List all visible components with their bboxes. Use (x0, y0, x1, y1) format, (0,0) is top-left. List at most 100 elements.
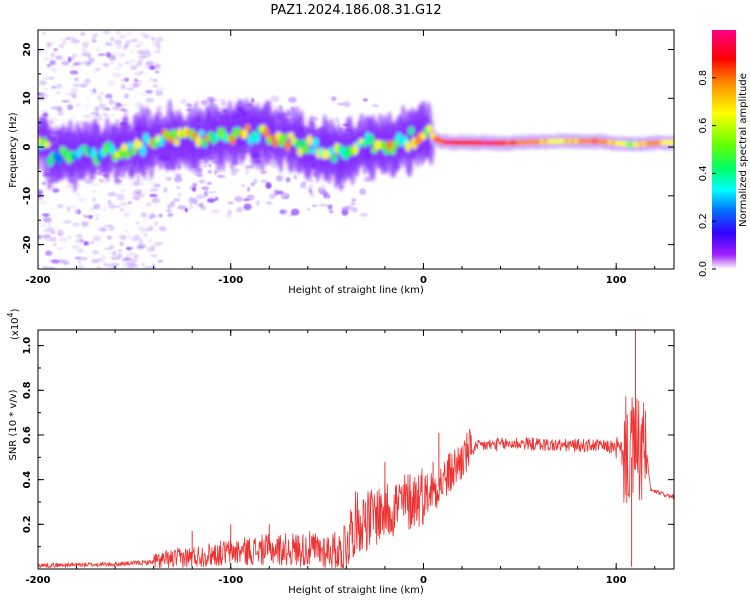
spectrogram-noise-speck (81, 256, 88, 261)
spectrogram-noise-speck (246, 186, 251, 192)
spectrogram-noise-speck (208, 163, 212, 168)
spectrogram-noise-speck (196, 173, 204, 178)
spectrogram-y-tick-label: -20 (22, 236, 33, 254)
spectrogram-noise-speck (104, 93, 112, 99)
spectrogram-noise-speck (91, 36, 96, 41)
spectrogram-noise-speck (57, 259, 66, 264)
spectrogram-noise-speck (133, 188, 143, 193)
spectrogram-noise-speck (39, 201, 48, 204)
spectrogram-noise-speck (143, 233, 148, 237)
spectrogram-noise-speck (137, 41, 144, 46)
spectrogram-noise-speck (107, 199, 112, 205)
spectrogram-noise-speck (43, 76, 52, 80)
spectrogram-noise-speck (150, 36, 155, 41)
spectrogram-noise-speck (50, 117, 58, 121)
spectrogram-noise-speck (84, 61, 92, 67)
spectrogram-noise-speck (84, 179, 91, 185)
spectrogram-noise-speck (71, 54, 76, 61)
spectrogram-noise-speck (276, 177, 281, 180)
spectrogram-noise-speck (136, 175, 140, 181)
spectrogram-noise-speck (95, 217, 99, 220)
snr-y-axis-label: SNR (10 * v/v) (8, 389, 19, 460)
spectrogram-ridge-cell (389, 146, 396, 155)
spectrogram-noise-speck (76, 264, 84, 269)
spectrogram-noise-speck (99, 103, 107, 107)
spectrogram-noise-speck (148, 189, 155, 193)
spectrogram-noise-speck (94, 106, 100, 112)
spectrogram-noise-speck (43, 217, 52, 223)
spectrogram-noise-speck (104, 224, 109, 228)
spectrogram-x-axis-label: Height of straight line (km) (288, 285, 424, 296)
spectrogram-noise-speck (112, 205, 122, 208)
spectrogram-noise-speck (43, 57, 52, 60)
spectrogram-noise-speck (140, 212, 148, 218)
spectrogram-ridge-cell (327, 147, 334, 155)
spectrogram-noise-speck (252, 178, 258, 185)
spectrogram-noise-speck (124, 93, 130, 99)
spectrogram-noise-speck (75, 103, 81, 107)
spectrogram-noise-speck (42, 266, 49, 269)
spectrogram-noise-speck (196, 194, 205, 200)
spectrogram-noise-speck (201, 165, 207, 168)
spectrogram-noise-speck (206, 181, 212, 185)
spectrogram-noise-speck (270, 95, 280, 102)
spectrogram-noise-speck (85, 52, 92, 57)
spectrogram-noise-speck (102, 63, 109, 68)
spectrogram-ridge-cell (272, 140, 279, 148)
spectrogram-noise-speck (180, 98, 187, 104)
spectrogram-ridge-cell (158, 134, 165, 147)
spectrogram-noise-speck (119, 208, 124, 212)
colorbar-tick-label: 0.4 (698, 165, 709, 181)
spectrogram-ridge-cell (44, 141, 51, 148)
spectrogram-noise-speck (157, 226, 164, 230)
spectrogram-noise-speck (125, 31, 133, 36)
spectrogram-noise-speck (151, 81, 159, 84)
spectrogram-noise-speck (144, 265, 153, 269)
spectrogram-noise-speck (126, 87, 135, 91)
spectrogram-noise-speck (134, 71, 142, 76)
spectrogram-noise-speck (116, 256, 121, 260)
spectrogram-noise-speck (70, 93, 77, 98)
spectrogram-noise-speck (155, 37, 164, 43)
snr-scale-factor: (x104) (6, 308, 21, 340)
spectrogram-noise-speck (42, 31, 46, 36)
spectrogram-ridge-cell (294, 139, 301, 148)
spectrogram-noise-speck (98, 178, 105, 184)
spectrogram-noise-speck (69, 204, 77, 209)
spectrogram-noise-speck (127, 258, 135, 263)
snr-y-tick-label: 1.0 (22, 337, 33, 355)
spectrogram-ridge-cell (281, 133, 288, 141)
spectrogram-ridge-cell (269, 134, 276, 142)
spectrogram-ridge-cell (81, 145, 88, 152)
spectrogram-noise-speck (50, 66, 56, 73)
spectrogram-noise-speck (53, 243, 57, 246)
spectrogram-noise-speck (68, 235, 72, 239)
spectrogram-noise-speck (207, 169, 212, 174)
spectrogram-noise-speck (130, 65, 138, 71)
spectrogram-ridge-cell (253, 132, 260, 144)
spectrogram-noise-speck (110, 113, 116, 117)
spectrogram-noise-speck (65, 36, 75, 40)
snr-series-line (38, 396, 674, 569)
spectrogram-noise-speck (144, 187, 148, 194)
spectrogram-noise-speck (311, 204, 318, 207)
spectrogram-noise-speck (166, 209, 172, 213)
spectrogram-noise-speck (101, 205, 108, 212)
spectrogram-noise-speck (97, 118, 104, 122)
spectrogram-noise-speck (163, 187, 168, 193)
snr-x-tick-label: -200 (25, 575, 50, 586)
spectrogram-noise-speck (45, 41, 54, 46)
spectrogram-noise-speck (92, 68, 98, 73)
spectrogram-ridge-cell (173, 139, 180, 147)
spectrogram-noise-speck (124, 42, 130, 47)
spectrogram-ridge-cell (380, 140, 387, 151)
spectrogram-noise-speck (133, 181, 140, 187)
spectrogram-noise-speck (165, 176, 173, 181)
spectrogram-noise-speck (118, 35, 126, 39)
spectrogram-noise-speck (143, 218, 147, 223)
spectrogram-noise-speck (38, 235, 42, 240)
spectrogram-noise-speck (114, 105, 120, 109)
spectrogram-noise-speck (169, 201, 175, 208)
spectrogram-noise-speck (283, 195, 290, 199)
